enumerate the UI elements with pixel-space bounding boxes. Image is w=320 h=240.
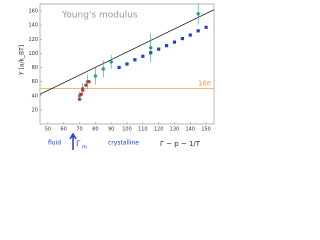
point — [101, 67, 105, 71]
chart-title: Young's modulus — [61, 11, 138, 21]
point — [79, 92, 83, 97]
point — [157, 47, 161, 51]
x-tick-label: 140 — [185, 127, 195, 133]
gamma-m-arrow — [69, 132, 77, 150]
fit-line — [39, 9, 215, 95]
x-tick-label: 110 — [138, 127, 148, 133]
point — [204, 25, 208, 29]
x-tick-label: 80 — [92, 127, 98, 133]
point — [141, 54, 145, 58]
x-tick-label: 70 — [76, 127, 82, 133]
y-tick-label: 40 — [32, 93, 38, 99]
point — [84, 83, 88, 87]
point — [81, 88, 85, 92]
point — [196, 12, 200, 16]
x-tick-label: 150 — [201, 127, 211, 133]
y-tick-label: 20 — [32, 107, 38, 113]
point — [125, 62, 129, 66]
gamma-m-label: Γ — [76, 140, 81, 149]
point — [164, 44, 169, 48]
point — [149, 46, 153, 50]
point — [117, 65, 121, 70]
point — [188, 33, 192, 37]
point — [87, 79, 91, 84]
x-tick-label: 120 — [154, 127, 164, 133]
crystalline-label: crystalline — [108, 140, 139, 147]
point — [180, 36, 184, 41]
y-tick-label: 160 — [28, 9, 38, 15]
point — [77, 97, 82, 101]
point — [172, 40, 177, 44]
y-tick-label: 140 — [28, 23, 38, 29]
y-tick-label: 60 — [32, 79, 38, 85]
reference-label: 16π — [198, 79, 212, 87]
point — [109, 60, 113, 64]
fluid-label: fluid — [48, 140, 61, 147]
x-tick-label: 130 — [170, 127, 180, 133]
x-tick-label: 50 — [45, 127, 51, 133]
x-tick-label: 100 — [122, 127, 132, 133]
point — [196, 29, 200, 33]
chart: Young's modulus Y [a/k_BT] fluid crystal… — [19, 3, 215, 151]
point — [133, 58, 137, 62]
point — [93, 74, 98, 78]
x-tick-label: 60 — [61, 127, 67, 133]
relation-label: Γ ~ p ~ 1/T — [160, 140, 201, 148]
y-tick-label: 120 — [28, 37, 38, 43]
x-tick-label: 90 — [108, 127, 114, 133]
gamma-m-sub: m — [82, 145, 87, 151]
y-axis-label: Y [a/k_BT] — [19, 45, 26, 76]
y-tick-label: 80 — [32, 65, 38, 71]
y-tick-label: 100 — [28, 51, 38, 57]
